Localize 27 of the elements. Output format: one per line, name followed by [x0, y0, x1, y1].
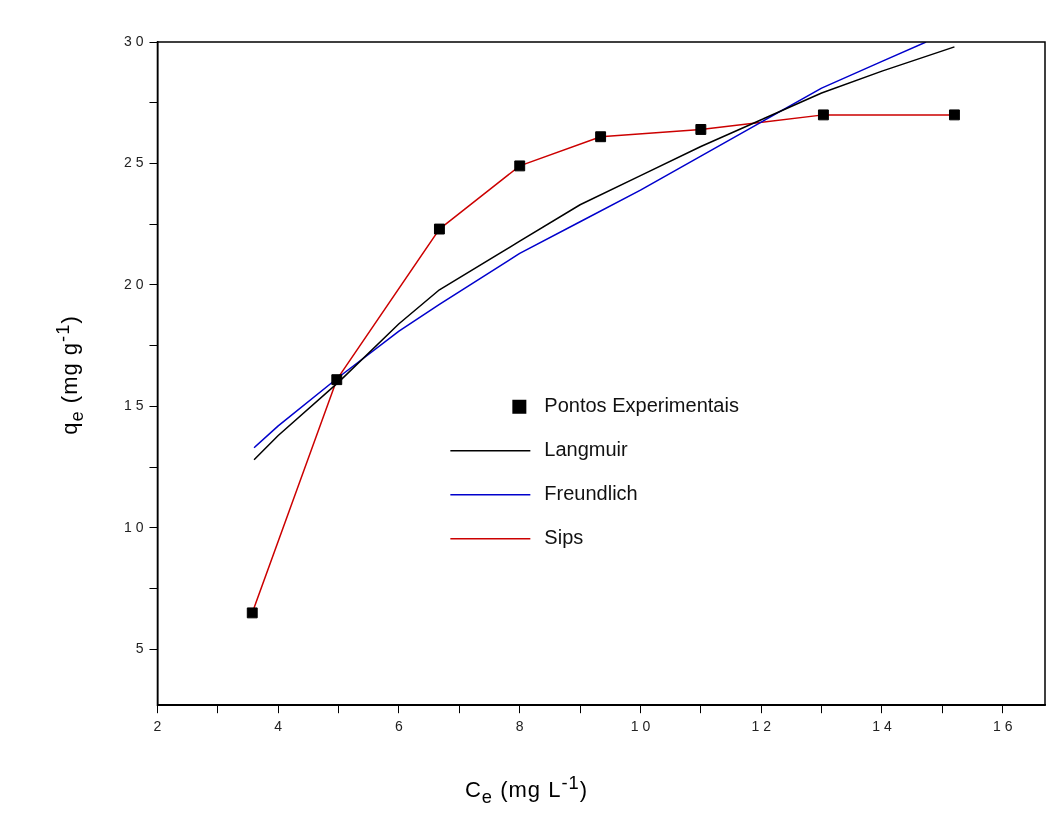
- legend-label: Freundlich: [544, 482, 638, 505]
- point: [817, 109, 829, 121]
- y-tick-label: 1 5: [123, 397, 144, 414]
- point: [246, 607, 258, 619]
- legend-label: Langmuir: [544, 438, 629, 461]
- point: [948, 109, 960, 121]
- x-tick-label: 6: [395, 718, 404, 735]
- legend-label: Pontos Experimentais: [544, 394, 739, 417]
- y-tick-label: 3 0: [123, 32, 144, 49]
- x-axis-title: C$_{e}$ (mg L$^{-1}$): [463, 772, 590, 808]
- point: [595, 131, 607, 143]
- x-tick-label: 1 0: [630, 718, 651, 735]
- x-tick-label: 4: [274, 718, 283, 735]
- point: [514, 160, 526, 172]
- x-tick-label: 1 4: [872, 718, 892, 735]
- point: [695, 124, 707, 135]
- point: [331, 374, 343, 386]
- x-tick-label: 1 2: [751, 718, 772, 735]
- point: [433, 223, 445, 235]
- y-tick-label: 2 0: [123, 275, 144, 292]
- x-tick-label: 1 6: [993, 718, 1013, 735]
- x-tick-label: 8: [515, 718, 524, 735]
- x-tick-label: 2: [153, 718, 162, 735]
- y-tick-label: 1 0: [123, 518, 144, 535]
- y-tick-label: 2 5: [123, 154, 144, 171]
- legend-label: Sips: [544, 526, 584, 549]
- y-tick-label: 5: [135, 640, 144, 657]
